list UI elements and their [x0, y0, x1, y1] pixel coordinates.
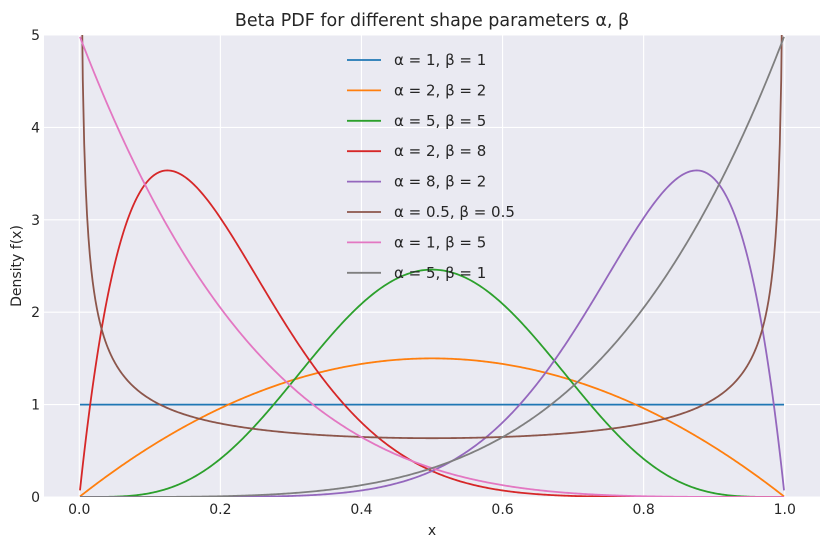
x-tick-label: 1.0 — [774, 502, 796, 518]
legend-label: α = 5, β = 5 — [394, 112, 486, 130]
chart-title: Beta PDF for different shape parameters … — [235, 11, 629, 31]
x-tick-label: 0.0 — [68, 502, 90, 518]
series-line-2 — [79, 268, 785, 497]
x-tick-label: 0.4 — [350, 502, 372, 518]
legend-label: α = 8, β = 2 — [394, 173, 486, 191]
legend-label: α = 1, β = 1 — [394, 51, 486, 69]
legend-label: α = 0.5, β = 0.5 — [394, 203, 515, 221]
legend: α = 1, β = 1 α = 2, β = 2 α = 5, β = 5 α = … — [347, 51, 515, 282]
plot-background — [44, 35, 820, 497]
series-line-7 — [79, 36, 785, 497]
series-line-5 — [81, 35, 783, 440]
y-tick-label: 0 — [31, 490, 40, 506]
x-tick-label: 0.6 — [491, 502, 513, 518]
y-tick-label: 1 — [31, 398, 40, 414]
legend-label: α = 2, β = 2 — [394, 81, 486, 99]
legend-label: α = 2, β = 8 — [394, 142, 486, 160]
x-axis-label: x — [428, 523, 436, 539]
y-tick-label: 4 — [31, 120, 40, 136]
y-tick-label: 5 — [31, 28, 40, 44]
tick-labels: 0.0 0.2 0.4 0.6 0.8 1.0 0 1 2 3 4 5 — [31, 28, 796, 518]
series-lines — [79, 35, 785, 497]
legend-label: α = 1, β = 5 — [394, 233, 486, 251]
legend-label: α = 5, β = 1 — [394, 264, 486, 282]
y-tick-label: 2 — [31, 305, 40, 321]
x-tick-label: 0.8 — [633, 502, 655, 518]
x-tick-label: 0.2 — [209, 502, 231, 518]
y-axis-label: Density f(x) — [9, 225, 25, 307]
series-line-1 — [79, 357, 785, 497]
y-tick-label: 3 — [31, 213, 40, 229]
